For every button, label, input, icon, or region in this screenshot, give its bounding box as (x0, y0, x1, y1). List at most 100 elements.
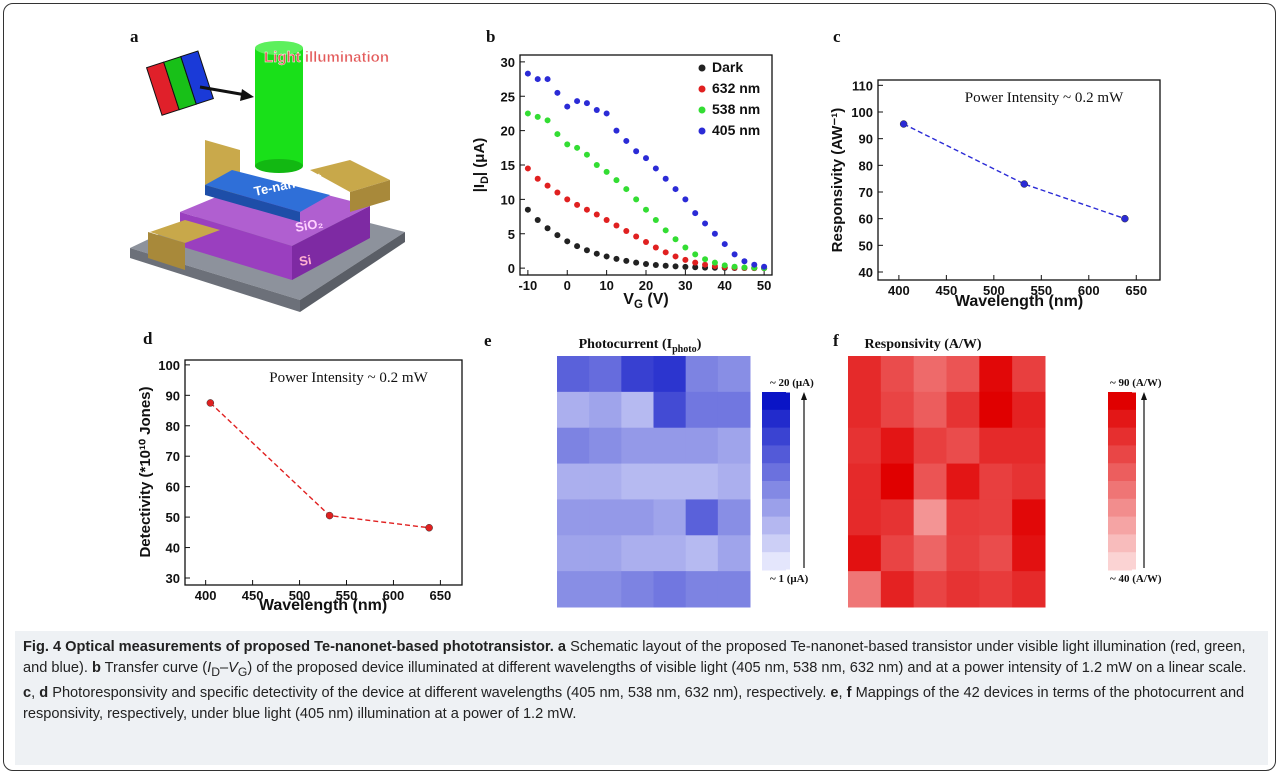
caption-run: e (830, 684, 839, 701)
heatmap-cell (913, 571, 947, 608)
data-point (583, 206, 590, 213)
heatmap-cell (621, 427, 654, 465)
colorbar-step (762, 534, 790, 553)
colorbar-step (1108, 445, 1136, 464)
colorbar-step (1108, 498, 1136, 518)
data-point (574, 243, 581, 250)
colorbar-label: ~ 20 (μA) (770, 377, 814, 389)
caption-run: d (39, 684, 49, 701)
data-point (206, 399, 215, 407)
colorbar-step (1108, 552, 1136, 571)
data-point (672, 236, 679, 243)
data-point (633, 233, 640, 240)
data-point (593, 107, 600, 113)
x-tick-label: 550 (1030, 283, 1052, 298)
data-line (209, 402, 430, 529)
heatmap-cell (589, 463, 622, 500)
data-point (593, 211, 600, 218)
colorbar-step (762, 481, 790, 500)
caption-run: Mappings of the 42 devices in terms of t… (23, 684, 1249, 722)
x-tick-label: 500 (983, 283, 1005, 298)
caption-run: – (219, 660, 229, 676)
x-tick-label: 400 (888, 283, 910, 298)
plot-frame (184, 359, 463, 586)
colorbar-step (762, 392, 790, 411)
data-point (603, 110, 610, 117)
caption-run: Fig. 4 Optical measurements of proposed … (23, 639, 554, 655)
colorbar-step (762, 427, 790, 446)
heatmap-title: Photocurrent (Iphoto) (579, 337, 702, 355)
heatmap-cell (880, 535, 915, 572)
electrode (150, 220, 220, 243)
heatmap-cell (946, 463, 980, 500)
x-axis-label: VG (V) (623, 291, 668, 311)
heatmap-cell (589, 391, 622, 429)
data-point (692, 259, 699, 266)
data-point (524, 165, 531, 172)
caption-run: I (207, 660, 212, 676)
heatmap-cell (880, 571, 915, 608)
heatmap-cell (979, 535, 1013, 572)
y-tick-label: 100 (158, 358, 180, 373)
x-axis-label-part: V (623, 291, 634, 308)
nanonet-side (205, 185, 300, 222)
heatmap-cell (557, 571, 590, 608)
data-point (761, 263, 768, 270)
caption-run: D (211, 664, 220, 679)
heatmap-cell (557, 427, 590, 465)
heatmap-cell (685, 391, 719, 429)
colorbar-label: ~ 40 (A/W) (1110, 573, 1162, 585)
heatmap-cell (946, 427, 980, 465)
heatmap-title-part: ) (697, 337, 702, 352)
data-point (554, 189, 561, 196)
data-point (1121, 214, 1129, 223)
data-point (574, 98, 581, 105)
light-beam (255, 48, 303, 166)
data-point (544, 117, 551, 124)
heatmap-cell (557, 463, 590, 500)
heatmap-cell (1012, 499, 1046, 536)
heatmap-cell (717, 571, 751, 608)
colorbar-step (1108, 481, 1136, 500)
heatmap-cell (653, 427, 687, 465)
heatmap-cell (717, 391, 751, 429)
data-point (613, 255, 620, 262)
heatmap-cell (979, 427, 1013, 465)
colorbar-step (1108, 534, 1136, 553)
x-tick-label: 500 (289, 588, 311, 603)
caption-run: f (846, 684, 852, 701)
data-point (544, 182, 551, 189)
heatmap-cell (913, 391, 947, 429)
data-point (534, 76, 541, 83)
legend-label: 405 nm (712, 122, 760, 138)
y-axis-label: |ID| (μA) (471, 138, 491, 193)
electrode (310, 160, 390, 192)
tile-blue (180, 50, 215, 105)
heatmap-title-part: photo (672, 344, 697, 355)
heatmap-cell (653, 535, 687, 572)
heatmap-cell (653, 499, 687, 536)
colorbar-step (762, 552, 790, 571)
panel-label: c (833, 27, 841, 46)
heatmap-cell (1012, 391, 1046, 429)
colorbar-step (1108, 516, 1136, 535)
x-tick-label: 10 (599, 278, 613, 293)
plot-frame (877, 79, 1161, 281)
data-point (564, 196, 571, 203)
y-tick-label: 30 (501, 55, 515, 70)
heatmap-title-part: Photocurrent (I (579, 337, 672, 352)
colorbar-arrow-head (1141, 392, 1147, 400)
colorbar-step (762, 516, 790, 535)
y-tick-label: 50 (166, 510, 180, 525)
legend-label: 538 nm (712, 101, 760, 117)
heatmap-cell (589, 535, 622, 572)
data-point (662, 175, 669, 182)
heatmap-cell (557, 535, 590, 572)
data-point (652, 244, 659, 251)
data-point (702, 256, 709, 263)
heatmap-cell (946, 356, 980, 393)
x-tick-label: 450 (242, 588, 264, 603)
colorbar-step (762, 463, 790, 482)
caption-run: Photoresponsivity and specific detectivi… (48, 684, 831, 701)
heatmap-cell (913, 427, 947, 465)
